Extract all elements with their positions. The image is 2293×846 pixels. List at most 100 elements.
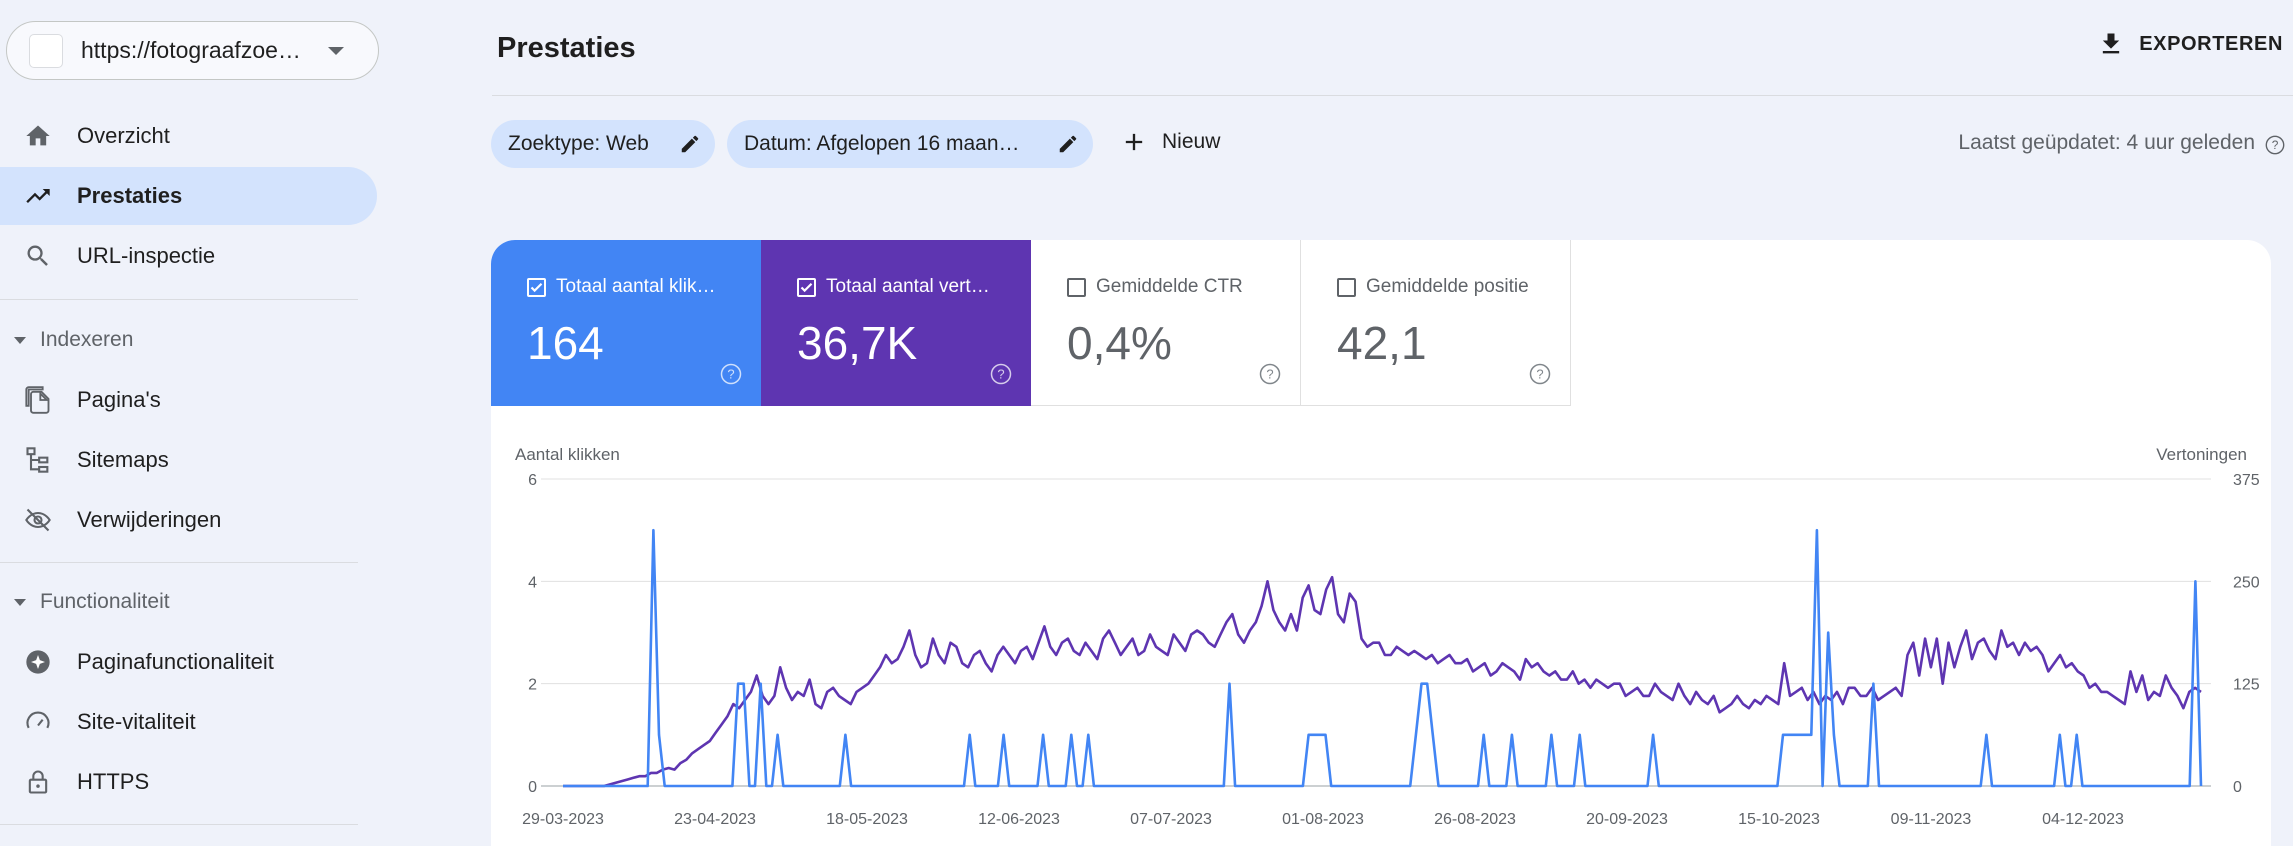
left-axis-label: Aantal klikken [515, 445, 620, 464]
nav-item-label: Site-vitaliteit [77, 709, 196, 734]
section-label: Indexeren [40, 328, 134, 351]
nav-item-label: Overzicht [77, 123, 170, 148]
last-updated-text: Laatst geüpdatet: 4 uur geleden [1958, 131, 2255, 154]
nav-item-https[interactable]: HTTPS [0, 753, 377, 811]
nav-item-label: Pagina's [77, 387, 161, 412]
plus-icon [1125, 133, 1143, 151]
pages-icon [25, 386, 50, 414]
metric-value: 164 [527, 317, 604, 369]
x-tick-label: 18-05-2023 [826, 811, 908, 828]
left-tick-label: 4 [528, 574, 537, 591]
svg-text:?: ? [997, 367, 1004, 382]
filter-chip-date[interactable]: Datum: Afgelopen 16 maan… [727, 120, 1093, 168]
metric-label: Gemiddelde CTR [1096, 276, 1243, 297]
svg-text:?: ? [1266, 367, 1273, 382]
nav-item-paginas[interactable]: Pagina's [0, 371, 377, 429]
help-icon[interactable]: ? [719, 362, 743, 386]
nav-item-url-inspectie[interactable]: URL-inspectie [0, 227, 377, 285]
left-tick-label: 2 [528, 677, 537, 694]
metric-value: 0,4% [1067, 317, 1172, 369]
right-tick-label: 0 [2233, 779, 2242, 796]
checkbox-checked-icon[interactable] [527, 278, 546, 297]
caret-down-icon [14, 598, 26, 606]
sitemap-icon [26, 447, 49, 473]
nav-item-label: Prestaties [77, 183, 183, 208]
svg-text:?: ? [1536, 367, 1543, 382]
help-icon[interactable]: ? [1258, 362, 1282, 386]
metric-ctr[interactable]: Gemiddelde CTR 0,4% ? [1031, 240, 1301, 406]
section-label: Functionaliteit [40, 590, 170, 613]
nav-item-label: URL-inspectie [77, 243, 216, 268]
metric-value: 36,7K [797, 317, 918, 369]
nav-item-sitemaps[interactable]: Sitemaps [0, 431, 377, 489]
nav-item-paginafunctionaliteit[interactable]: Paginafunctionaliteit [0, 633, 377, 691]
right-axis-label: Vertoningen [2156, 445, 2247, 464]
x-tick-label: 23-04-2023 [674, 811, 756, 828]
nav-item-overzicht[interactable]: Overzicht [0, 107, 377, 165]
chip-label: Zoektype: Web [508, 132, 649, 155]
property-selector[interactable]: https://fotograafzoe… [6, 21, 379, 80]
metric-clicks[interactable]: Totaal aantal klik… 164 ? [491, 240, 761, 406]
sidebar-divider [0, 562, 358, 563]
chevron-down-icon [328, 47, 344, 55]
caret-down-icon [14, 336, 26, 344]
right-tick-label: 250 [2233, 574, 2260, 591]
new-filter-label: Nieuw [1162, 130, 1221, 153]
help-icon[interactable]: ? [2264, 134, 2286, 156]
svg-text:?: ? [2272, 138, 2279, 152]
left-tick-label: 6 [528, 472, 537, 489]
left-tick-label: 0 [528, 779, 537, 796]
metric-label: Gemiddelde positie [1366, 276, 1529, 297]
x-tick-label: 09-11-2023 [1891, 811, 1972, 828]
metric-label: Totaal aantal klik… [556, 276, 716, 297]
export-button[interactable]: EXPORTEREN [2097, 30, 2283, 58]
x-tick-label: 20-09-2023 [1586, 811, 1668, 828]
eye-off-icon [25, 508, 51, 532]
pencil-icon[interactable] [679, 133, 701, 155]
filter-chip-search-type[interactable]: Zoektype: Web [491, 120, 715, 168]
nav-item-site-vitaliteit[interactable]: Site-vitaliteit [0, 693, 377, 751]
help-icon[interactable]: ? [1528, 362, 1552, 386]
page-title: Prestaties [497, 32, 636, 64]
header-divider [492, 95, 2293, 96]
nav-item-label: Verwijderingen [77, 507, 222, 532]
right-tick-label: 125 [2233, 677, 2260, 694]
checkbox-checked-icon[interactable] [797, 278, 816, 297]
chip-label: Datum: Afgelopen 16 maan… [744, 132, 1020, 155]
x-tick-label: 26-08-2023 [1434, 811, 1516, 828]
nav-item-verwijderingen[interactable]: Verwijderingen [0, 491, 377, 549]
metric-position[interactable]: Gemiddelde positie 42,1 ? [1301, 240, 1571, 406]
performance-chart: Aantal klikken Vertoningen 6 375 4 250 2 125 0… [515, 445, 2260, 828]
x-tick-label: 29-03-2023 [522, 811, 604, 828]
nav-item-label: Sitemaps [77, 447, 169, 472]
search-icon [27, 245, 48, 266]
nav-item-label: HTTPS [77, 769, 150, 794]
section-functionaliteit[interactable]: Functionaliteit [0, 582, 360, 622]
pencil-icon[interactable] [1057, 133, 1079, 155]
x-tick-label: 15-10-2023 [1738, 811, 1820, 828]
export-label: EXPORTEREN [2139, 32, 2283, 55]
download-icon [2103, 33, 2120, 54]
lock-icon [28, 770, 48, 794]
metric-value: 42,1 [1337, 317, 1427, 369]
help-icon[interactable]: ? [989, 362, 1013, 386]
sidebar: https://fotograafzoe… Overzicht Prestati… [0, 0, 380, 846]
nav-item-prestaties[interactable]: Prestaties [0, 167, 377, 225]
checkbox-unchecked-icon[interactable] [1337, 278, 1356, 297]
sidebar-divider [0, 824, 358, 825]
right-tick-label: 375 [2233, 472, 2260, 489]
x-tick-label: 12-06-2023 [978, 811, 1060, 828]
checkbox-unchecked-icon[interactable] [1067, 278, 1086, 297]
clicks-series-line[interactable] [563, 528, 2203, 788]
add-circle-icon [26, 650, 50, 674]
x-tick-label: 01-08-2023 [1282, 811, 1364, 828]
new-filter-button[interactable]: Nieuw [1120, 128, 1220, 156]
x-tick-label: 07-07-2023 [1130, 811, 1212, 828]
impressions-series-line[interactable] [563, 575, 2202, 788]
speedometer-icon [26, 711, 50, 729]
sidebar-divider [0, 299, 358, 300]
metric-impressions[interactable]: Totaal aantal vert… 36,7K ? [761, 240, 1031, 406]
svg-text:?: ? [727, 367, 734, 382]
section-indexeren[interactable]: Indexeren [0, 320, 360, 360]
home-icon [26, 125, 50, 146]
